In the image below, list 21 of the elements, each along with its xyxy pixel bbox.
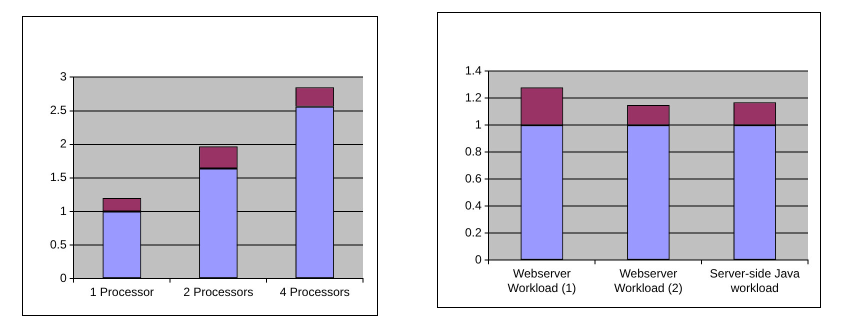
y-tick-label: 0	[60, 270, 67, 285]
y-tick-label: 2.5	[50, 103, 67, 118]
x-tick-label: 2 Processors	[183, 285, 254, 300]
y-tick-label: 0.6	[464, 172, 482, 186]
x-tick-label: 1 Processor	[90, 285, 154, 300]
y-tick-label: 1.4	[464, 64, 482, 78]
y-tick-label: 0	[474, 252, 482, 267]
x-tick-label: Server-side Java workload	[710, 266, 800, 296]
y-tick-label: 0.8	[464, 144, 482, 159]
y-tick-label: 1.5	[50, 170, 67, 184]
y-tick-label: 1.2	[464, 90, 482, 105]
x-tick-label: Webserver Workload (1)	[508, 266, 576, 296]
x-tick-label: 4 Processors	[280, 285, 350, 300]
y-tick-label: 1	[60, 204, 67, 218]
y-tick-label: 0.5	[50, 237, 67, 252]
y-tick-label: 2	[60, 136, 67, 151]
x-tick-label: Webserver Workload (2)	[614, 266, 683, 296]
y-tick-label: 0.4	[464, 198, 482, 213]
y-tick-label: 0.2	[464, 226, 482, 240]
y-tick-label: 1	[474, 118, 482, 132]
y-tick-label: 3	[60, 70, 67, 84]
